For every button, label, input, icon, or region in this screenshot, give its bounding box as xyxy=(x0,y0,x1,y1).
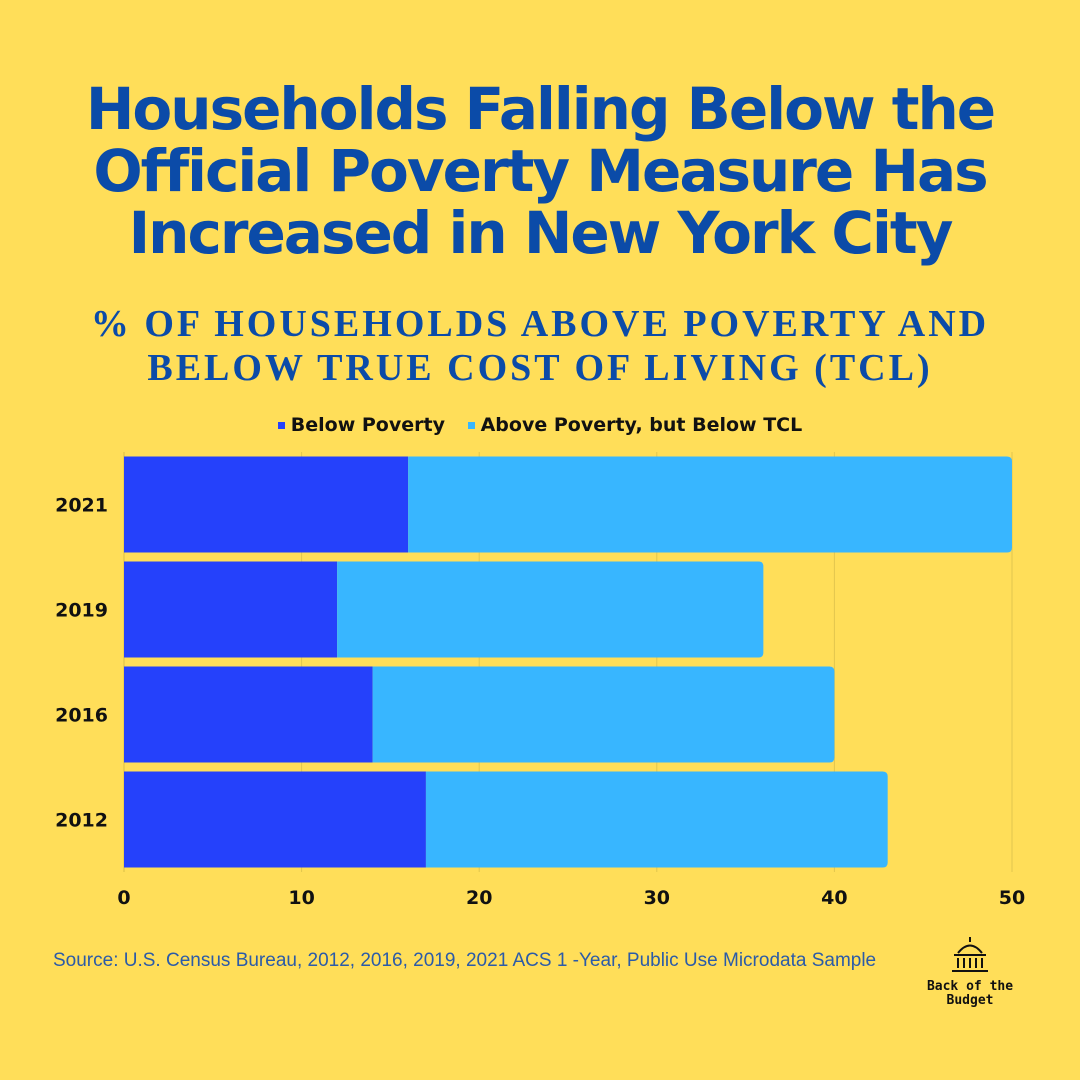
bar-2012-series-2 xyxy=(425,771,888,868)
category-label-2021: 2021 xyxy=(55,495,108,517)
legend-label-below-poverty: Below Poverty xyxy=(290,414,445,436)
bar-2021-series-2 xyxy=(408,456,1012,553)
bar-2016-series-1 xyxy=(124,666,373,763)
capitol-dome-icon xyxy=(952,937,988,972)
bar-2016-series-2 xyxy=(372,666,835,763)
chart-title: Households Falling Below the Official Po… xyxy=(85,75,996,267)
legend-label-above-poverty: Above Poverty, but Below TCL xyxy=(480,414,803,436)
bar-2019-series-2 xyxy=(337,561,764,658)
category-label-2016: 2016 xyxy=(55,705,108,727)
bar-chart: 2021 2019 2016 2012 0 10 20 30 40 50 xyxy=(55,452,1025,909)
x-tick-label-0: 0 xyxy=(117,887,130,909)
source-note: Source: U.S. Census Bureau, 2012, 2016, … xyxy=(53,950,877,971)
legend-swatch-below-poverty xyxy=(277,422,285,429)
category-label-2019: 2019 xyxy=(55,600,108,622)
bar-2019-series-1 xyxy=(124,561,338,658)
x-tick-label-10: 10 xyxy=(288,887,314,909)
back-of-the-budget-logo: Back of the Budget xyxy=(925,936,1015,1008)
x-tick-label-50: 50 xyxy=(999,887,1025,909)
chart-subtitle: % of Households Above Poverty and Below … xyxy=(90,303,990,389)
legend-item-above-poverty: Above Poverty, but Below TCL xyxy=(467,414,803,436)
x-tick-label-20: 20 xyxy=(466,887,492,909)
bar-2021-series-1 xyxy=(124,456,409,553)
chart-legend: Below Poverty Above Poverty, but Below T… xyxy=(0,414,1080,436)
bar-2012-series-1 xyxy=(124,771,426,868)
legend-swatch-above-poverty xyxy=(467,422,475,429)
logo-text-line1: Back of the xyxy=(926,979,1014,994)
category-label-2012: 2012 xyxy=(55,810,108,832)
logo-text-line2: Budget xyxy=(946,993,994,1008)
x-tick-label-40: 40 xyxy=(821,887,847,909)
legend-item-below-poverty: Below Poverty xyxy=(277,414,445,436)
x-tick-label-30: 30 xyxy=(644,887,670,909)
